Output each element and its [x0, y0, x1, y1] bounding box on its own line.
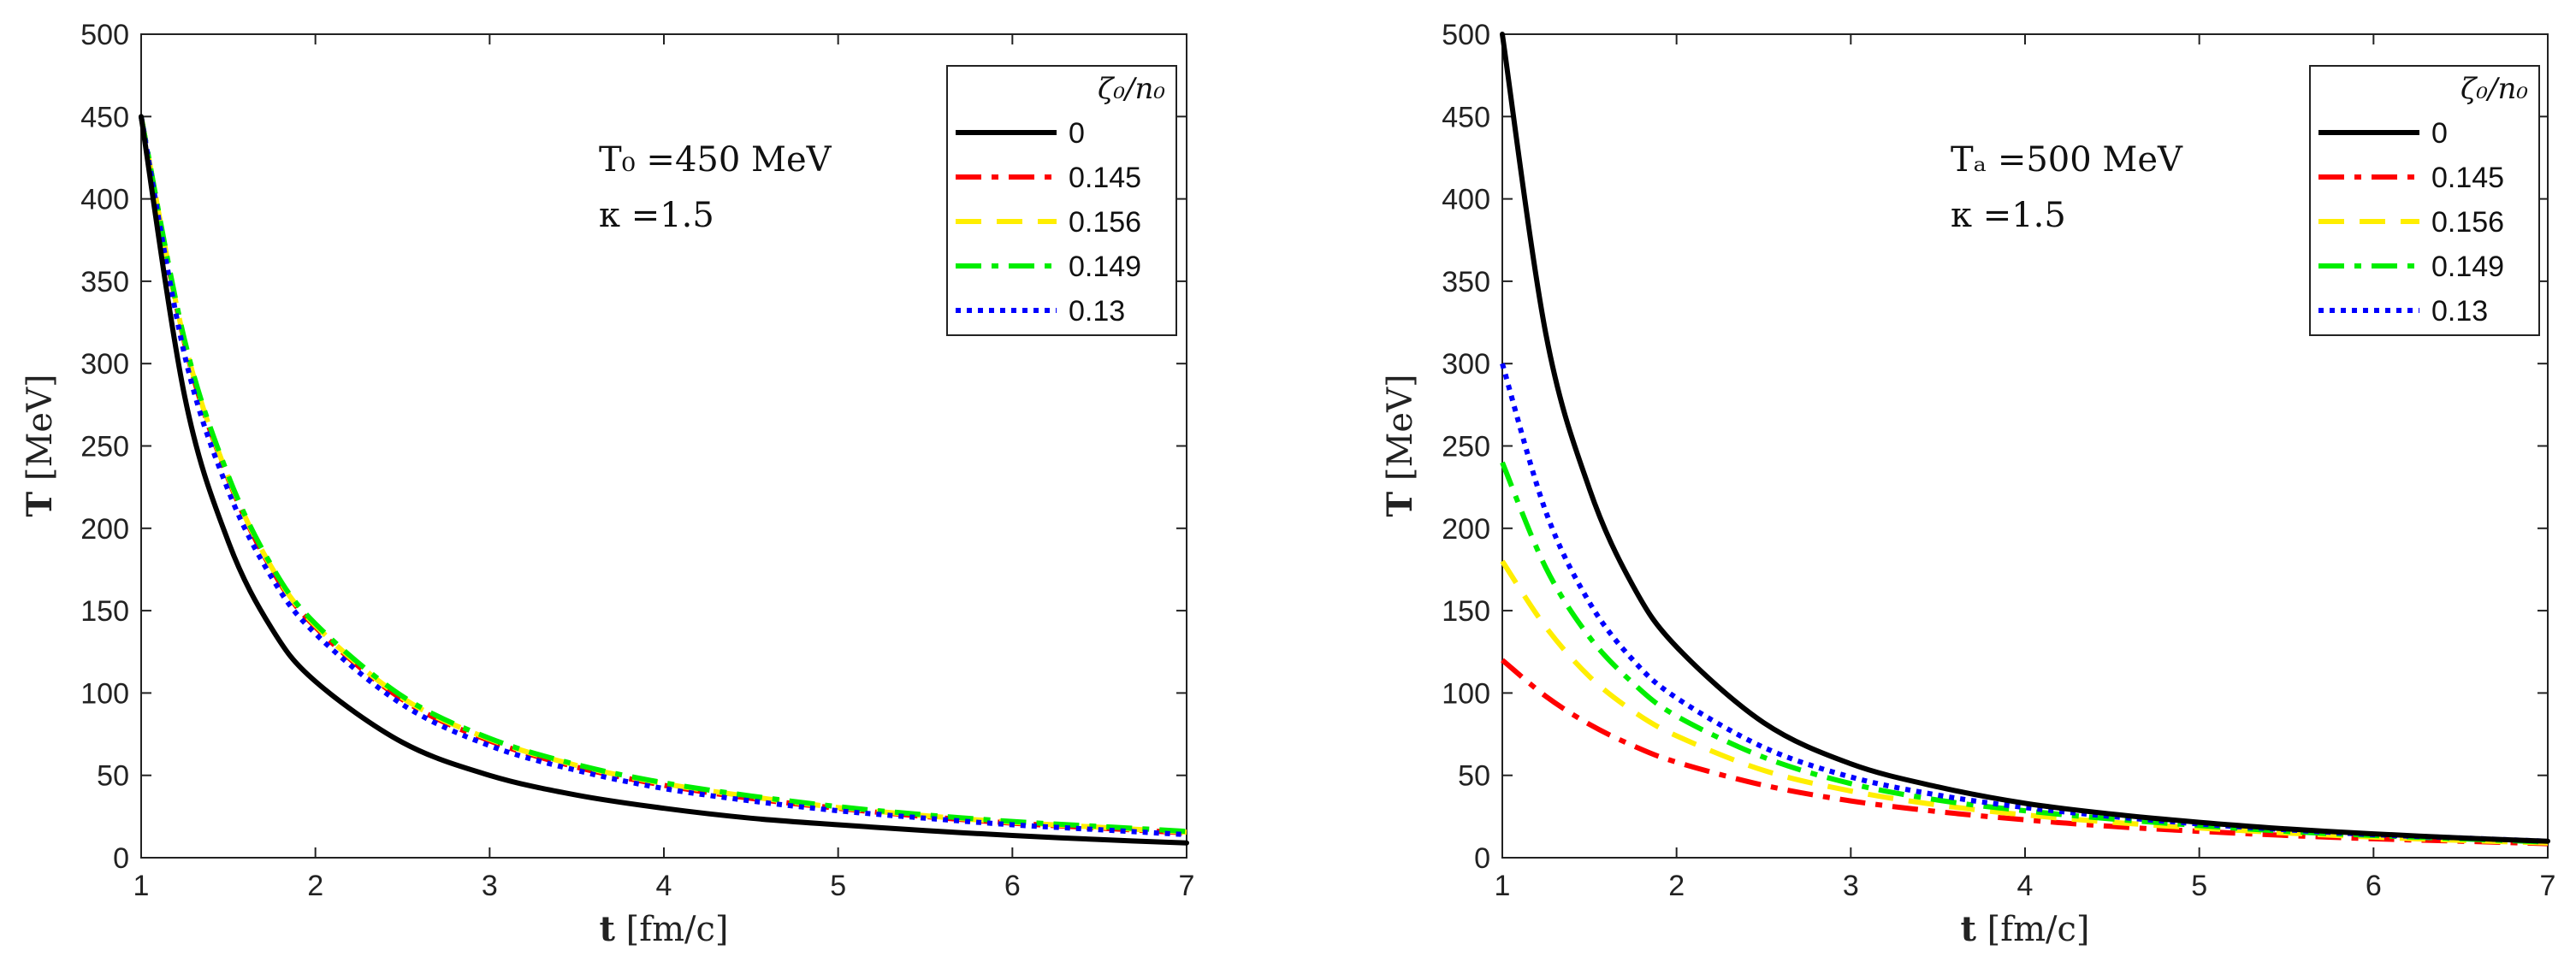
right-legend-box [2309, 65, 2540, 336]
right-annotation-temperature: Tₐ =500 MeV [1951, 140, 2183, 180]
right-y-tick-label: 200 [1442, 513, 1490, 546]
left-series-line-0-149 [139, 115, 1187, 835]
left-legend-title: ζ₀/n₀ [1098, 72, 1165, 106]
right-y-tick-label: 250 [1442, 431, 1490, 463]
right-x-tick-label: 5 [2191, 870, 2207, 902]
left-x-tick-label: 6 [1004, 870, 1021, 902]
right-legend-label-0-145: 0.145 [2431, 162, 2504, 194]
right-x-tick-label: 3 [1843, 870, 1859, 902]
left-y-ticks: 0 50 100 150 200 250 300 350 400 450 500 [80, 19, 1187, 875]
right-series-group [1500, 32, 2550, 847]
right-legend-label-0-156: 0.156 [2431, 206, 2504, 239]
right-panel: 1 2 3 4 5 6 7 0 50 100 150 200 250 300 350 400 450 500 t… [1380, 19, 2555, 949]
left-x-ticks: 1 2 3 4 5 6 7 [133, 34, 1195, 902]
left-series-line-0 [139, 114, 1189, 846]
left-y-tick-label: 500 [80, 19, 129, 51]
left-legend-label-0: 0 [1069, 117, 1085, 150]
left-annotation-kappa: κ =1.5 [599, 196, 714, 235]
right-x-tick-label: 6 [2366, 870, 2382, 902]
right-y-tick-label: 150 [1442, 595, 1490, 628]
left-y-tick-label: 200 [80, 513, 129, 546]
right-legend-label-0-149: 0.149 [2431, 251, 2504, 283]
left-y-tick-label: 400 [80, 184, 129, 216]
left-x-tick-label: 4 [656, 870, 672, 902]
right-legend: ζ₀/n₀ 0 0.145 0.156 0.149 0.13 [2309, 65, 2540, 336]
right-x-tick-label: 1 [1495, 870, 1511, 902]
left-series-group [139, 114, 1189, 846]
left-annotation-temperature: T₀ =450 MeV [599, 140, 832, 180]
left-panel: 1 2 3 4 5 6 7 0 50 100 150 200 250 300 350 400 450 500 t… [20, 19, 1194, 949]
right-x-tick-label: 2 [1668, 870, 1685, 902]
left-y-tick-label: 50 [97, 760, 129, 793]
left-y-tick-label: 300 [80, 348, 129, 381]
left-y-tick-label: 150 [80, 595, 129, 628]
right-y-tick-label: 500 [1442, 19, 1490, 51]
right-series-line-0-145 [1501, 658, 2549, 847]
right-legend-label-0-13: 0.13 [2431, 295, 2488, 328]
right-y-tick-label: 0 [1474, 842, 1490, 875]
right-series-line-0-156 [1500, 559, 2549, 846]
left-y-tick-label: 0 [113, 842, 129, 875]
left-x-axis-label: t [fm/c] [599, 909, 728, 949]
right-y-tick-label: 350 [1442, 266, 1490, 298]
left-x-tick-label: 3 [482, 870, 498, 902]
left-legend-label-0-149: 0.149 [1069, 251, 1141, 283]
right-y-tick-label: 300 [1442, 348, 1490, 381]
left-x-tick-label: 2 [307, 870, 323, 902]
right-x-tick-label: 4 [2017, 870, 2034, 902]
right-y-ticks: 0 50 100 150 200 250 300 350 400 450 500 [1442, 19, 2548, 875]
right-annotation-kappa: κ =1.5 [1951, 196, 2066, 235]
left-y-tick-label: 350 [80, 266, 129, 298]
right-y-axis-label: T [MeV] [1380, 374, 1420, 517]
left-legend-label-0-156: 0.156 [1069, 206, 1141, 239]
right-series-line-0 [1500, 32, 2550, 844]
left-x-tick-label: 1 [133, 870, 150, 902]
left-y-tick-label: 100 [80, 677, 129, 710]
right-series-line-0-149 [1500, 461, 2549, 845]
right-x-axis-label: t [fm/c] [1960, 909, 2089, 949]
right-y-tick-label: 50 [1458, 760, 1490, 793]
left-legend-label-0-145: 0.145 [1069, 162, 1141, 194]
right-legend-label-0: 0 [2431, 117, 2448, 150]
left-legend-label-0-13: 0.13 [1069, 295, 1125, 328]
left-x-tick-label: 7 [1179, 870, 1195, 902]
right-legend-title: ζ₀/n₀ [2461, 72, 2528, 106]
left-legend-box [946, 65, 1177, 336]
right-y-tick-label: 450 [1442, 101, 1490, 133]
left-y-tick-label: 450 [80, 101, 129, 133]
left-legend: ζ₀/n₀ 0 0.145 0.156 0.149 0.13 [946, 65, 1177, 336]
right-x-tick-label: 7 [2540, 870, 2556, 902]
left-y-tick-label: 250 [80, 431, 129, 463]
right-x-ticks: 1 2 3 4 5 6 7 [1495, 34, 2556, 902]
left-y-axis-label: T [MeV] [20, 374, 60, 517]
left-x-tick-label: 5 [830, 870, 846, 902]
right-y-tick-label: 400 [1442, 184, 1490, 216]
right-y-tick-label: 100 [1442, 677, 1490, 710]
right-series-line-0-13 [1500, 363, 2549, 844]
